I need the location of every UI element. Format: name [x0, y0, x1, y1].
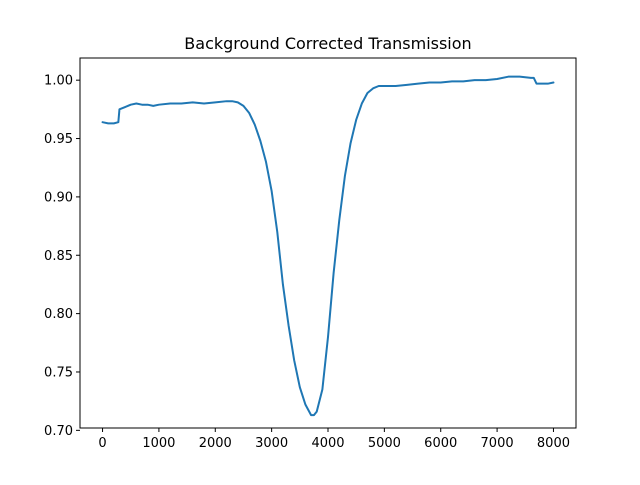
x-axis: 0 1000 2000 3000 4000 5000 6000 7000 8000 — [98, 428, 570, 451]
plot-area — [101, 75, 555, 417]
x-tick-label: 2000 — [199, 436, 232, 451]
x-tick-label: 7000 — [481, 436, 514, 451]
x-tick-label: 6000 — [424, 436, 457, 451]
y-tick-label: 0.70 — [44, 424, 73, 439]
x-tick-label: 1000 — [142, 436, 175, 451]
y-tick-label: 0.85 — [44, 249, 73, 264]
y-axis: 0.70 0.75 0.80 0.85 0.90 0.95 1.00 — [44, 74, 80, 439]
chart-title: Background Corrected Transmission — [184, 34, 471, 53]
y-tick-label: 0.90 — [44, 190, 73, 205]
x-tick-label: 3000 — [255, 436, 288, 451]
y-tick-label: 0.75 — [44, 365, 73, 380]
x-tick-label: 0 — [98, 436, 106, 451]
x-tick-label: 4000 — [311, 436, 344, 451]
series-line-0 — [101, 75, 555, 417]
y-tick-label: 0.80 — [44, 307, 73, 322]
x-tick-label: 8000 — [537, 436, 570, 451]
x-tick-label: 5000 — [368, 436, 401, 451]
y-tick-label: 1.00 — [44, 74, 73, 89]
y-tick-label: 0.95 — [44, 132, 73, 147]
